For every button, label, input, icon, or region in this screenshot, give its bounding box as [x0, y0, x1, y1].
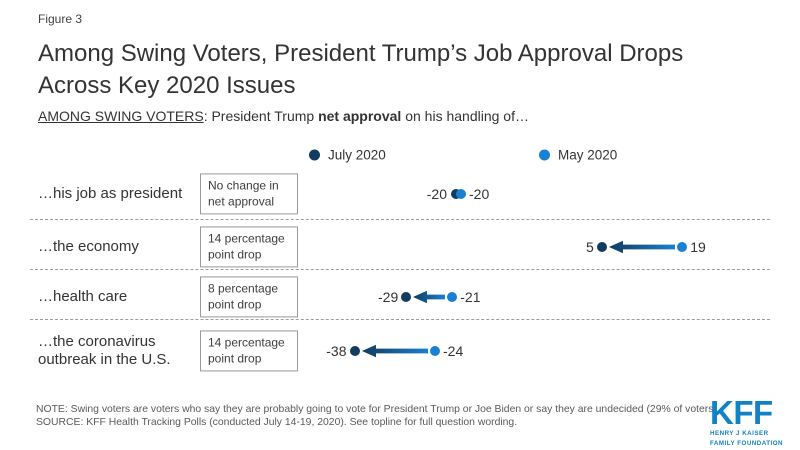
- july-value-label: -29: [378, 289, 399, 305]
- figure-label: Figure 3: [38, 12, 83, 26]
- row-label: …his job as president: [38, 185, 183, 202]
- may-value-label: -21: [460, 289, 481, 305]
- legend-label-may: May 2020: [558, 147, 618, 163]
- july-legend-dot-icon: [309, 149, 320, 161]
- annotation-box: 8 percentage point drop: [200, 276, 298, 318]
- subtitle-middle: : President Trump: [203, 108, 319, 124]
- page-title: Among Swing Voters, President Trump’s Jo…: [38, 40, 684, 99]
- may-dot-icon: [447, 292, 458, 302]
- change-arrow-icon: [361, 344, 428, 358]
- annotation-box: 14 percentage point drop: [200, 330, 298, 372]
- subtitle-suffix: on his handling of…: [401, 108, 529, 124]
- legend-item-july: July 2020: [309, 148, 386, 163]
- july-dot-icon: [596, 242, 607, 252]
- row-separator: [30, 319, 770, 320]
- may-value-label: 19: [690, 239, 706, 255]
- may-dot-icon: [430, 346, 440, 356]
- may-value-label: -24: [443, 343, 464, 359]
- row-label: …health care: [38, 288, 128, 305]
- may-dot-icon: [677, 242, 688, 252]
- july-value-label: -20: [426, 186, 447, 202]
- may-legend-dot-icon: [539, 149, 550, 161]
- row-separator: [30, 269, 770, 270]
- chart-subtitle: AMONG SWING VOTERS: President Trump net …: [38, 108, 529, 124]
- change-arrow-icon: [413, 290, 446, 304]
- row-label: …the economy: [38, 238, 139, 255]
- july-dot-icon: [401, 292, 412, 302]
- row-label: …the coronavirus outbreak in the U.S.: [38, 333, 171, 368]
- subtitle-bold: net approval: [318, 108, 402, 124]
- change-arrow-icon: [608, 240, 676, 254]
- row-separator: [30, 219, 770, 220]
- source-text: SOURCE: KFF Health Tracking Polls (condu…: [36, 417, 518, 428]
- subtitle-underlined: AMONG SWING VOTERS: [38, 108, 204, 124]
- july-value-label: 5: [585, 239, 594, 255]
- kff-logo: KFF HENRY J KAISER FAMILY FOUNDATION: [710, 394, 795, 448]
- legend-label-july: July 2020: [328, 147, 386, 163]
- kff-logo-text: KFF: [710, 394, 773, 431]
- may-dot-icon: [455, 189, 466, 199]
- kff-logo-tagline-1: HENRY J KAISER: [710, 430, 769, 438]
- annotation-box: 14 percentage point drop: [200, 226, 298, 268]
- may-value-label: -20: [469, 186, 490, 202]
- july-value-label: -38: [326, 343, 347, 359]
- annotation-box: No change in net approval: [200, 173, 298, 215]
- legend-item-may: May 2020: [539, 148, 617, 163]
- kff-logo-tagline-2: FAMILY FOUNDATION: [710, 440, 784, 448]
- july-dot-icon: [349, 346, 360, 356]
- note-text: NOTE: Swing voters are voters who say th…: [36, 404, 720, 415]
